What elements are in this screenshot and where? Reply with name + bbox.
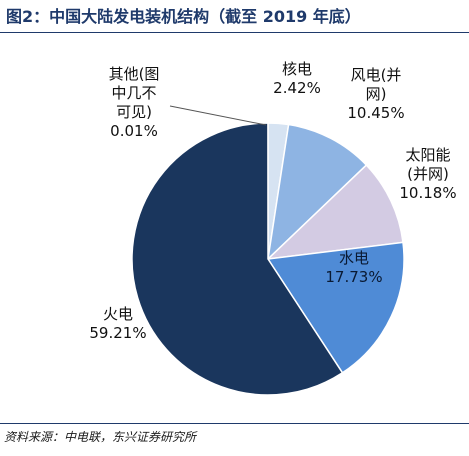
pie-slice xyxy=(266,241,405,374)
pie-slices xyxy=(131,122,405,396)
pie-slice-label: 火电 59.21% xyxy=(89,305,146,342)
title-divider xyxy=(0,32,469,33)
pie-slice xyxy=(266,123,368,262)
pie-leader-lines xyxy=(169,105,267,126)
pie-chart: 核电 2.42% 风电(并网) 10.45% 太阳能(并网) 10.18% 水电 17.73%… xyxy=(89,60,457,396)
pie-slice xyxy=(131,122,344,396)
source-note: 资料来源：中电联，东兴证券研究所 xyxy=(4,430,197,444)
pie-slice-label: 水电 17.73% xyxy=(325,249,382,286)
pie-slice-label: 其他(图中几不可见) 0.01% xyxy=(109,65,160,140)
pie-labels: 核电 2.42% 风电(并网) 10.45% 太阳能(并网) 10.18% 水电 17.73%… xyxy=(89,60,456,342)
pie-slice xyxy=(265,164,404,261)
pie-slice-label: 太阳能(并网) 10.18% xyxy=(399,146,456,202)
leader-line-other xyxy=(169,105,267,126)
page-title: 图2：中国大陆发电装机结构（截至 2019 年底） xyxy=(6,7,361,26)
pie-slice-label: 核电 2.42% xyxy=(273,60,321,97)
source-divider xyxy=(0,423,469,424)
pie-slice-label: 风电(并网) 10.45% xyxy=(347,66,404,122)
